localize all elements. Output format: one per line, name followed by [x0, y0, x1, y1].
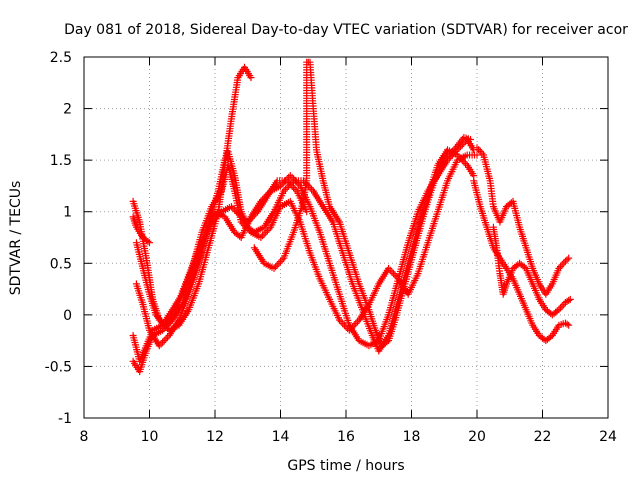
x-tick-label: 20: [468, 429, 486, 445]
x-tick-label: 10: [141, 429, 159, 445]
data-points: [129, 58, 574, 376]
y-tick-label: 1.5: [50, 153, 72, 169]
data-point-markers: [473, 144, 573, 298]
x-tick-label: 8: [80, 429, 89, 445]
y-axis-label: SDTVAR / TECUs: [8, 181, 24, 296]
y-tick-label: 2.5: [50, 50, 72, 66]
x-axis-ticks: 8 10 12 14 16 18 20 22 24: [80, 57, 617, 445]
y-tick-label: -0.5: [45, 359, 72, 375]
x-axis-label: GPS time / hours: [287, 458, 404, 474]
series-track-6: [250, 58, 474, 350]
y-tick-label: 0.5: [50, 256, 72, 272]
y-tick-label: 0: [63, 308, 72, 324]
y-axis-ticks: -1 -0.5 0 0.5 1 1.5 2 2.5: [45, 50, 608, 427]
x-tick-label: 22: [534, 429, 552, 445]
data-point-markers: [129, 151, 481, 365]
plot-frame: [83, 56, 609, 419]
data-point-markers: [129, 213, 153, 247]
data-point-markers: [470, 177, 573, 345]
x-tick-label: 12: [206, 429, 224, 445]
x-tick-label: 16: [337, 429, 355, 445]
x-tick-label: 18: [403, 429, 421, 445]
series-track-9: [489, 223, 574, 319]
x-tick-label: 24: [599, 429, 617, 445]
series-track-5: [129, 177, 311, 376]
y-tick-label: 1: [63, 205, 72, 221]
series-track-8: [470, 177, 573, 345]
series-track-10: [129, 213, 153, 247]
series-track-7: [473, 144, 573, 298]
y-tick-label: 2: [63, 102, 72, 118]
x-tick-label: 14: [272, 429, 290, 445]
data-point-markers: [250, 58, 474, 350]
y-tick-label: -1: [58, 411, 72, 427]
data-point-markers: [129, 177, 311, 376]
data-point-markers: [489, 223, 574, 319]
chart-title: Day 081 of 2018, Sidereal Day-to-day VTE…: [64, 22, 628, 38]
grid-lines: [84, 57, 608, 418]
series-track-4: [129, 151, 481, 365]
